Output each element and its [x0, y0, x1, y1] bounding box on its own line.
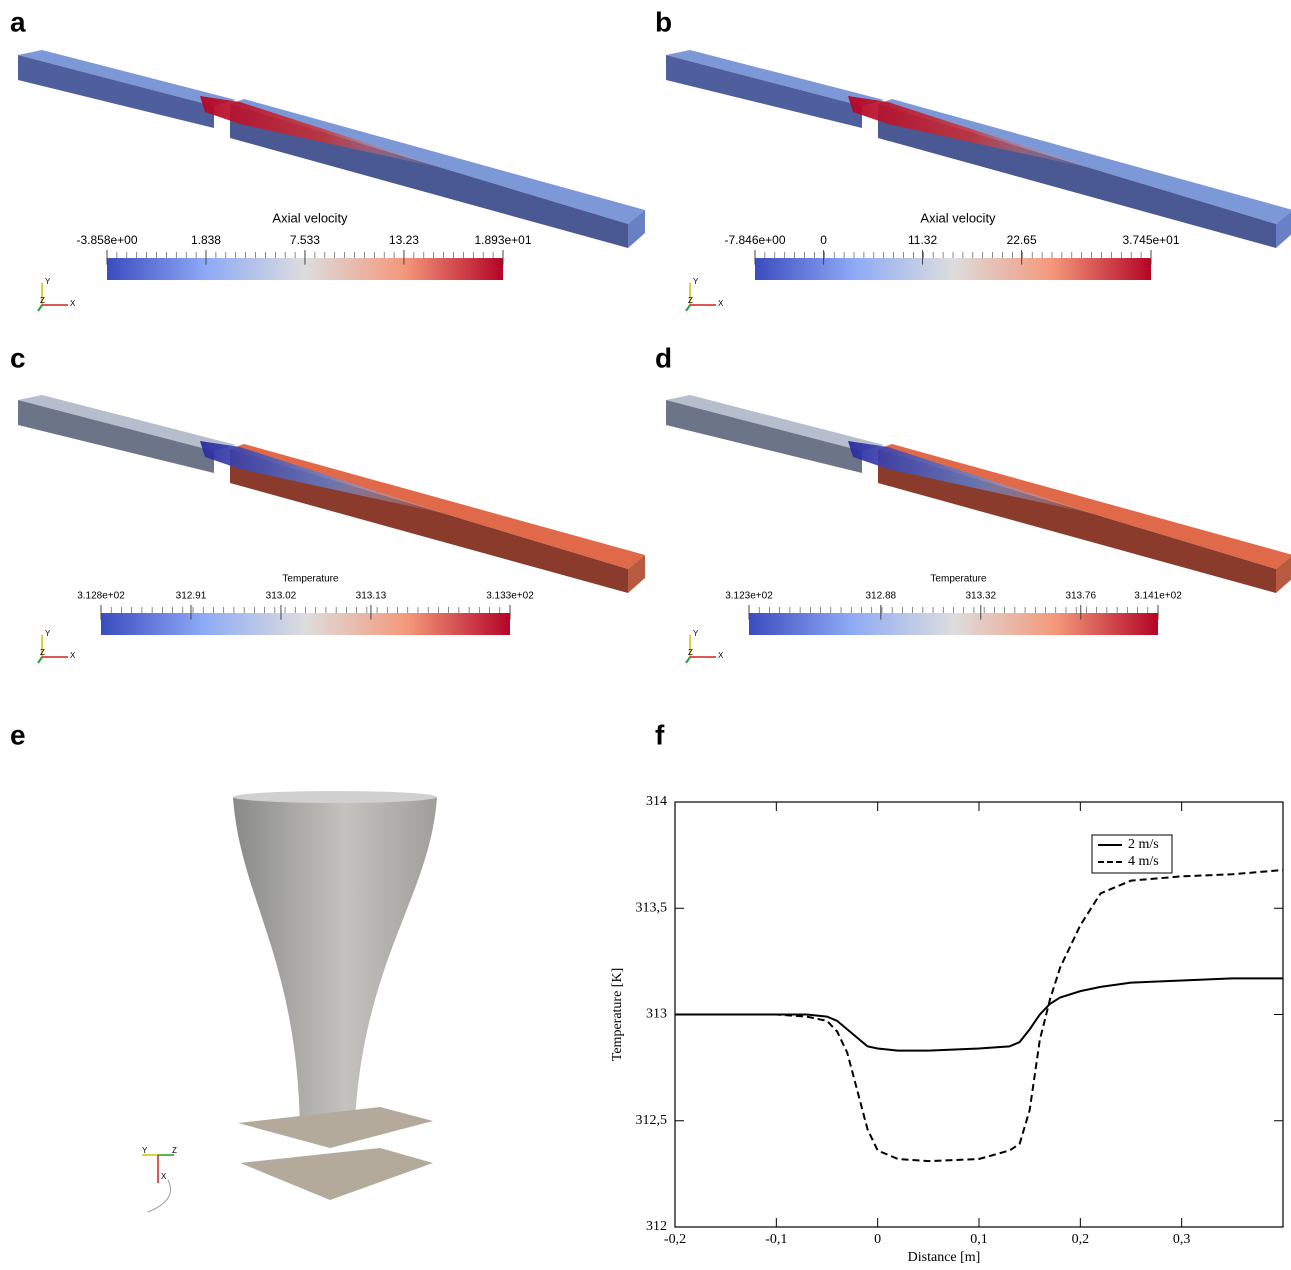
- triad-label: Y: [693, 629, 699, 638]
- colorbar-tick-label: 11.32: [908, 233, 937, 247]
- colorbar: Axial velocity -3.858e+00 1.838 7.533 13.23 1…: [76, 210, 531, 280]
- colorbar-tick-label: 1.893e+01: [474, 233, 531, 247]
- y-axis-label: Temperature [K]: [610, 968, 625, 1061]
- colorbar-tick-label: 313.32: [965, 591, 996, 602]
- colorbar: Temperature 3.123e+02 312.88 313.32 313.76 3.…: [725, 574, 1182, 635]
- panel-label: b: [655, 6, 672, 37]
- triad-label: Z: [40, 648, 45, 657]
- colorbar-tick-label: 3.128e+02: [77, 591, 125, 602]
- colorbar-tick-label: 313.13: [356, 591, 387, 602]
- colorbar-tick-label: 3.123e+02: [725, 591, 773, 602]
- vase: [233, 792, 437, 1140]
- colorbar-tick-label: 13.23: [389, 233, 419, 247]
- x-tick-label: -0,1: [765, 1232, 787, 1247]
- triad-label: Y: [45, 629, 51, 638]
- triad-axis: [38, 305, 42, 311]
- panel-label: d: [655, 342, 672, 373]
- triad-label: Z: [688, 296, 693, 305]
- colorbar-tick-label: 0: [820, 233, 827, 247]
- y-tick-label: 312,5: [636, 1113, 668, 1128]
- colorbar-tick-label: 312.91: [176, 591, 207, 602]
- colorbar-tick-label: 22.65: [1007, 233, 1037, 247]
- colorbar-tick-label: 3.745e+01: [1122, 233, 1179, 247]
- triad-label: X: [161, 1172, 167, 1181]
- beam-render: [18, 395, 645, 593]
- triad-label: Y: [142, 1146, 148, 1155]
- colorbar-tick-label: 313.76: [1065, 591, 1096, 602]
- x-tick-label: -0,2: [664, 1232, 686, 1247]
- panel-label: c: [10, 342, 26, 373]
- vase-top: [233, 791, 437, 803]
- colorbar-tick-label: 3.141e+02: [1134, 591, 1182, 602]
- beam-face: [230, 444, 645, 569]
- triad-label: Z: [688, 648, 693, 657]
- panel-label: f: [655, 719, 665, 750]
- triad-label: Y: [45, 277, 51, 286]
- x-tick-label: 0,1: [970, 1232, 988, 1247]
- y-tick-label: 314: [646, 794, 667, 809]
- x-tick-label: 0,2: [1072, 1232, 1090, 1247]
- colorbar-gradient: [755, 258, 1151, 280]
- colorbar-tick-label: 1.838: [191, 233, 221, 247]
- colorbar-gradient: [749, 613, 1158, 635]
- x-tick-label: 0: [874, 1232, 881, 1247]
- series-line: [675, 870, 1283, 1161]
- colorbar-gradient: [101, 613, 510, 635]
- triad-label: X: [718, 651, 724, 660]
- triad-label: X: [70, 651, 76, 660]
- triad-axis: [686, 305, 690, 311]
- colorbar-tick-label: -7.846e+00: [724, 233, 785, 247]
- solid-render: [233, 791, 437, 1200]
- panel-label: a: [10, 6, 26, 37]
- x-axis-label: Distance [m]: [908, 1250, 981, 1265]
- beam-face: [230, 99, 645, 224]
- beam-render: [666, 395, 1291, 593]
- triad-label: Z: [40, 296, 45, 305]
- beam-face: [878, 444, 1291, 569]
- colorbar: Temperature 3.128e+02 312.91 313.02 313.13 3.…: [77, 574, 534, 635]
- colorbar-tick-label: 3.133e+02: [486, 591, 534, 602]
- colorbar-tick-label: 7.533: [290, 233, 320, 247]
- colorbar: Axial velocity -7.846e+00 0 11.32 22.65 3.745…: [724, 210, 1179, 280]
- triad-label: X: [70, 299, 76, 308]
- triad-label: X: [718, 299, 724, 308]
- colorbar-title: Axial velocity: [920, 210, 996, 225]
- colorbar-title: Axial velocity: [272, 210, 348, 225]
- y-tick-label: 313,5: [636, 900, 668, 915]
- legend-label: 2 m/s: [1128, 837, 1159, 852]
- colorbar-title: Temperature: [282, 574, 339, 585]
- panel-label: e: [10, 719, 26, 750]
- beam-face: [878, 99, 1291, 224]
- colorbar-tick-label: -3.858e+00: [76, 233, 137, 247]
- y-tick-label: 312: [646, 1219, 667, 1234]
- colorbar-title: Temperature: [930, 574, 987, 585]
- colorbar-tick-label: 313.02: [266, 591, 297, 602]
- y-tick-label: 313: [646, 1007, 667, 1022]
- triad-axis: [38, 657, 42, 663]
- plate: [238, 1107, 433, 1148]
- figure: a Axial velocity -3.858e+00 1.838 7.533 13.23…: [0, 0, 1291, 1270]
- plate: [240, 1148, 433, 1200]
- cursor-curve: [148, 1180, 171, 1212]
- x-tick-label: 0,3: [1173, 1232, 1191, 1247]
- triad-label: Z: [172, 1146, 177, 1155]
- colorbar-tick-label: 312.88: [865, 591, 896, 602]
- legend-label: 4 m/s: [1128, 854, 1159, 869]
- triad-axis: [686, 657, 690, 663]
- triad-label: Y: [693, 277, 699, 286]
